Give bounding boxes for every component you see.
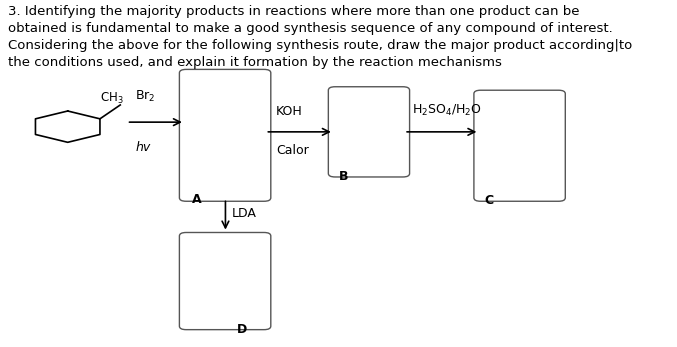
- FancyBboxPatch shape: [328, 87, 410, 177]
- Text: C: C: [485, 194, 494, 207]
- FancyBboxPatch shape: [474, 90, 565, 201]
- Text: LDA: LDA: [232, 207, 257, 220]
- FancyBboxPatch shape: [179, 69, 271, 201]
- Text: H$_2$SO$_4$/H$_2$O: H$_2$SO$_4$/H$_2$O: [412, 103, 481, 118]
- Text: Calor: Calor: [276, 144, 309, 157]
- Text: hv: hv: [135, 141, 151, 153]
- Text: KOH: KOH: [276, 105, 303, 118]
- FancyBboxPatch shape: [179, 232, 271, 330]
- Text: Br$_2$: Br$_2$: [135, 89, 156, 104]
- Text: B: B: [338, 170, 348, 183]
- Text: CH$_3$: CH$_3$: [100, 91, 124, 106]
- Text: A: A: [192, 193, 201, 205]
- Text: D: D: [237, 323, 247, 336]
- Text: 3. Identifying the majority products in reactions where more than one product ca: 3. Identifying the majority products in …: [8, 5, 632, 69]
